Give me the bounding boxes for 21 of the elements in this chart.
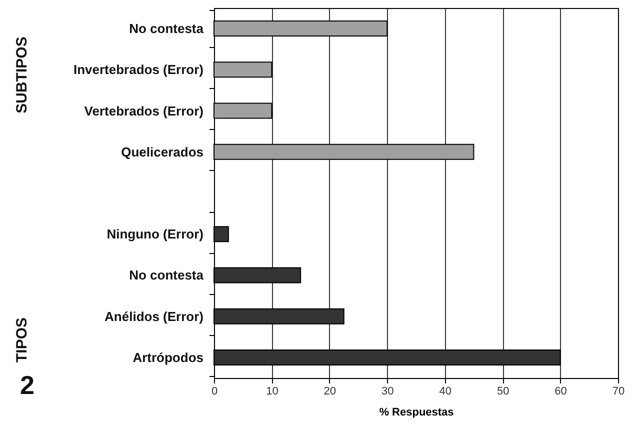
y-tick-label: Invertebrados (Error) [73, 62, 204, 78]
x-tick-label: 40 [439, 386, 452, 398]
x-tick-label: 0 [211, 386, 218, 398]
y-tick-label: No contesta [129, 21, 204, 36]
y-tick-label: Vertebrados (Error) [84, 103, 204, 118]
x-tick-label: 70 [612, 386, 625, 398]
y-tick-label: Anélidos (Error) [104, 308, 204, 324]
bar [214, 226, 229, 242]
y-tick-label: Ninguno (Error) [106, 226, 204, 242]
y-tick-label: Artrópodos [132, 350, 204, 365]
text: SUBTIPOS [14, 36, 30, 114]
x-axis-title: % Respuestas [379, 406, 454, 418]
x-tick-label: 20 [324, 386, 336, 398]
x-tick-label: 30 [382, 386, 394, 398]
y-tick-label: No contesta [129, 268, 204, 283]
text: 2 [20, 370, 34, 401]
y-tick-label: Quelicerados [121, 144, 204, 160]
x-tick-label: 50 [496, 386, 510, 398]
text: TIPOS [14, 317, 30, 363]
x-tick-label: 10 [266, 386, 278, 398]
x-tick-label: 60 [554, 386, 567, 398]
